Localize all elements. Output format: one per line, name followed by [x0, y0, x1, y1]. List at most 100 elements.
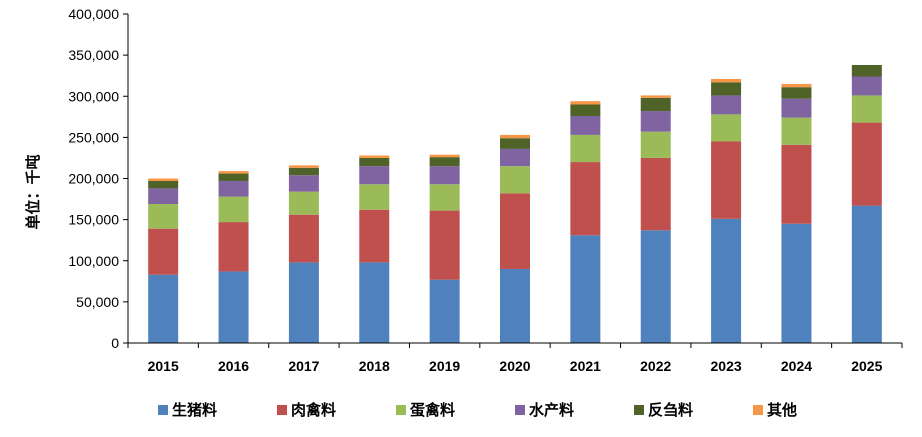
legend-label: 生猪料: [172, 401, 217, 419]
legend-label: 其他: [767, 401, 797, 419]
legend-swatch: [277, 405, 287, 415]
legend-swatch: [396, 405, 406, 415]
bar-2023-series-1: [711, 141, 742, 219]
bar-2020-series-2: [500, 166, 530, 194]
legend-label: 蛋禽料: [410, 401, 455, 419]
y-tick-label: 50,000: [76, 294, 119, 310]
bar-2023-series-0: [711, 218, 742, 343]
bar-2019-series-2: [429, 184, 460, 211]
bar-2022-series-3: [640, 111, 671, 132]
bar-2022-series-4: [640, 97, 671, 112]
y-tick-label: 350,000: [68, 47, 119, 63]
y-tick-label: 0: [111, 335, 119, 351]
bar-2025-series-4: [851, 65, 882, 77]
x-tick-label: 2022: [640, 358, 671, 374]
bar-2015-series-0: [148, 274, 179, 343]
bar-2025-series-1: [851, 122, 882, 206]
legend-item-0: 生猪料: [158, 401, 217, 419]
bar-2015-series-2: [148, 204, 179, 229]
x-tick-label: 2016: [218, 358, 249, 374]
bar-2023-series-5: [711, 78, 742, 83]
legend: 生猪料 肉禽料 蛋禽料 水产料 反刍料 其他: [158, 401, 797, 419]
y-tick-label: 400,000: [68, 6, 119, 22]
legend-swatch: [158, 405, 168, 415]
legend-item-1: 肉禽料: [277, 401, 336, 419]
bar-2019-series-0: [429, 279, 460, 343]
bar-2025-series-0: [851, 205, 882, 343]
bar-2020-series-4: [500, 138, 530, 149]
bar-2015-series-4: [148, 180, 179, 189]
y-axis-title: 单位：千吨: [24, 154, 42, 229]
bar-2023-series-2: [711, 114, 742, 142]
bar-2022-series-0: [640, 230, 671, 343]
x-tick-label: 2020: [499, 358, 530, 374]
legend-label: 水产料: [529, 401, 574, 419]
legend-label: 肉禽料: [291, 401, 336, 419]
bar-2021-series-1: [570, 162, 601, 236]
legend-item-4: 反刍料: [634, 401, 693, 419]
bar-2019-series-5: [429, 154, 460, 158]
x-tick-label: 2021: [570, 358, 601, 374]
bar-2022-series-1: [640, 157, 671, 231]
bar-2021-series-2: [570, 134, 601, 163]
bar-2020-series-1: [500, 193, 530, 269]
axes-group: 0 50,000 100,000 150,000 200,000 250,000 300,0…: [68, 6, 903, 374]
x-tick-label: 2023: [711, 358, 742, 374]
bar-2018-series-5: [359, 155, 390, 158]
x-tick-label: 2024: [781, 358, 812, 374]
bar-2016-series-1: [218, 222, 249, 272]
bar-2025-series-2: [851, 95, 882, 123]
bar-2016-series-2: [218, 196, 249, 223]
bar-2016-series-3: [218, 180, 249, 197]
bar-2015-series-3: [148, 188, 179, 204]
legend-swatch: [634, 405, 644, 415]
bar-2024-series-1: [781, 144, 812, 224]
legend-label: 反刍料: [648, 401, 693, 419]
bar-2019-series-4: [429, 157, 460, 167]
y-tick-label: 200,000: [68, 171, 119, 187]
bar-2020-series-0: [500, 268, 530, 343]
x-tick-label: 2015: [148, 358, 179, 374]
bar-2024-series-0: [781, 223, 812, 343]
bar-2016-series-4: [218, 173, 249, 181]
bar-2024-series-3: [781, 98, 812, 118]
bar-2022-series-5: [640, 95, 671, 98]
bar-2021-series-5: [570, 101, 601, 105]
x-tick-label: 2018: [359, 358, 390, 374]
bar-2025-series-3: [851, 76, 882, 96]
y-tick-label: 100,000: [68, 253, 119, 269]
bar-2024-series-2: [781, 117, 812, 145]
bar-2021-series-4: [570, 104, 601, 116]
bar-2024-series-4: [781, 87, 812, 99]
bar-2020-series-3: [500, 148, 530, 167]
bar-2017-series-5: [288, 165, 319, 168]
bar-2022-series-2: [640, 131, 671, 158]
legend-item-2: 蛋禽料: [396, 401, 455, 419]
bar-2020-series-5: [500, 134, 530, 139]
bar-2018-series-4: [359, 157, 390, 167]
legend-item-5: 其他: [753, 401, 797, 419]
bar-2021-series-3: [570, 115, 601, 135]
legend-swatch: [753, 405, 763, 415]
bar-2015-series-1: [148, 228, 179, 275]
bar-2018-series-3: [359, 166, 390, 185]
legend-swatch: [515, 405, 525, 415]
bar-2016-series-5: [218, 171, 249, 174]
bar-2017-series-1: [288, 214, 319, 263]
bar-2017-series-2: [288, 191, 319, 215]
bar-2015-series-5: [148, 178, 179, 181]
y-tick-label: 250,000: [68, 129, 119, 145]
y-tick-label: 150,000: [68, 212, 119, 228]
bars-group: [148, 65, 882, 343]
bar-2018-series-2: [359, 184, 390, 210]
x-tick-label: 2017: [288, 358, 319, 374]
bar-2019-series-3: [429, 166, 460, 185]
x-tick-label: 2019: [429, 358, 460, 374]
bar-2017-series-3: [288, 175, 319, 192]
legend-item-3: 水产料: [515, 401, 574, 419]
bar-2023-series-3: [711, 95, 742, 115]
bar-2018-series-1: [359, 209, 390, 263]
bar-2017-series-4: [288, 167, 319, 176]
bar-2023-series-4: [711, 82, 742, 96]
